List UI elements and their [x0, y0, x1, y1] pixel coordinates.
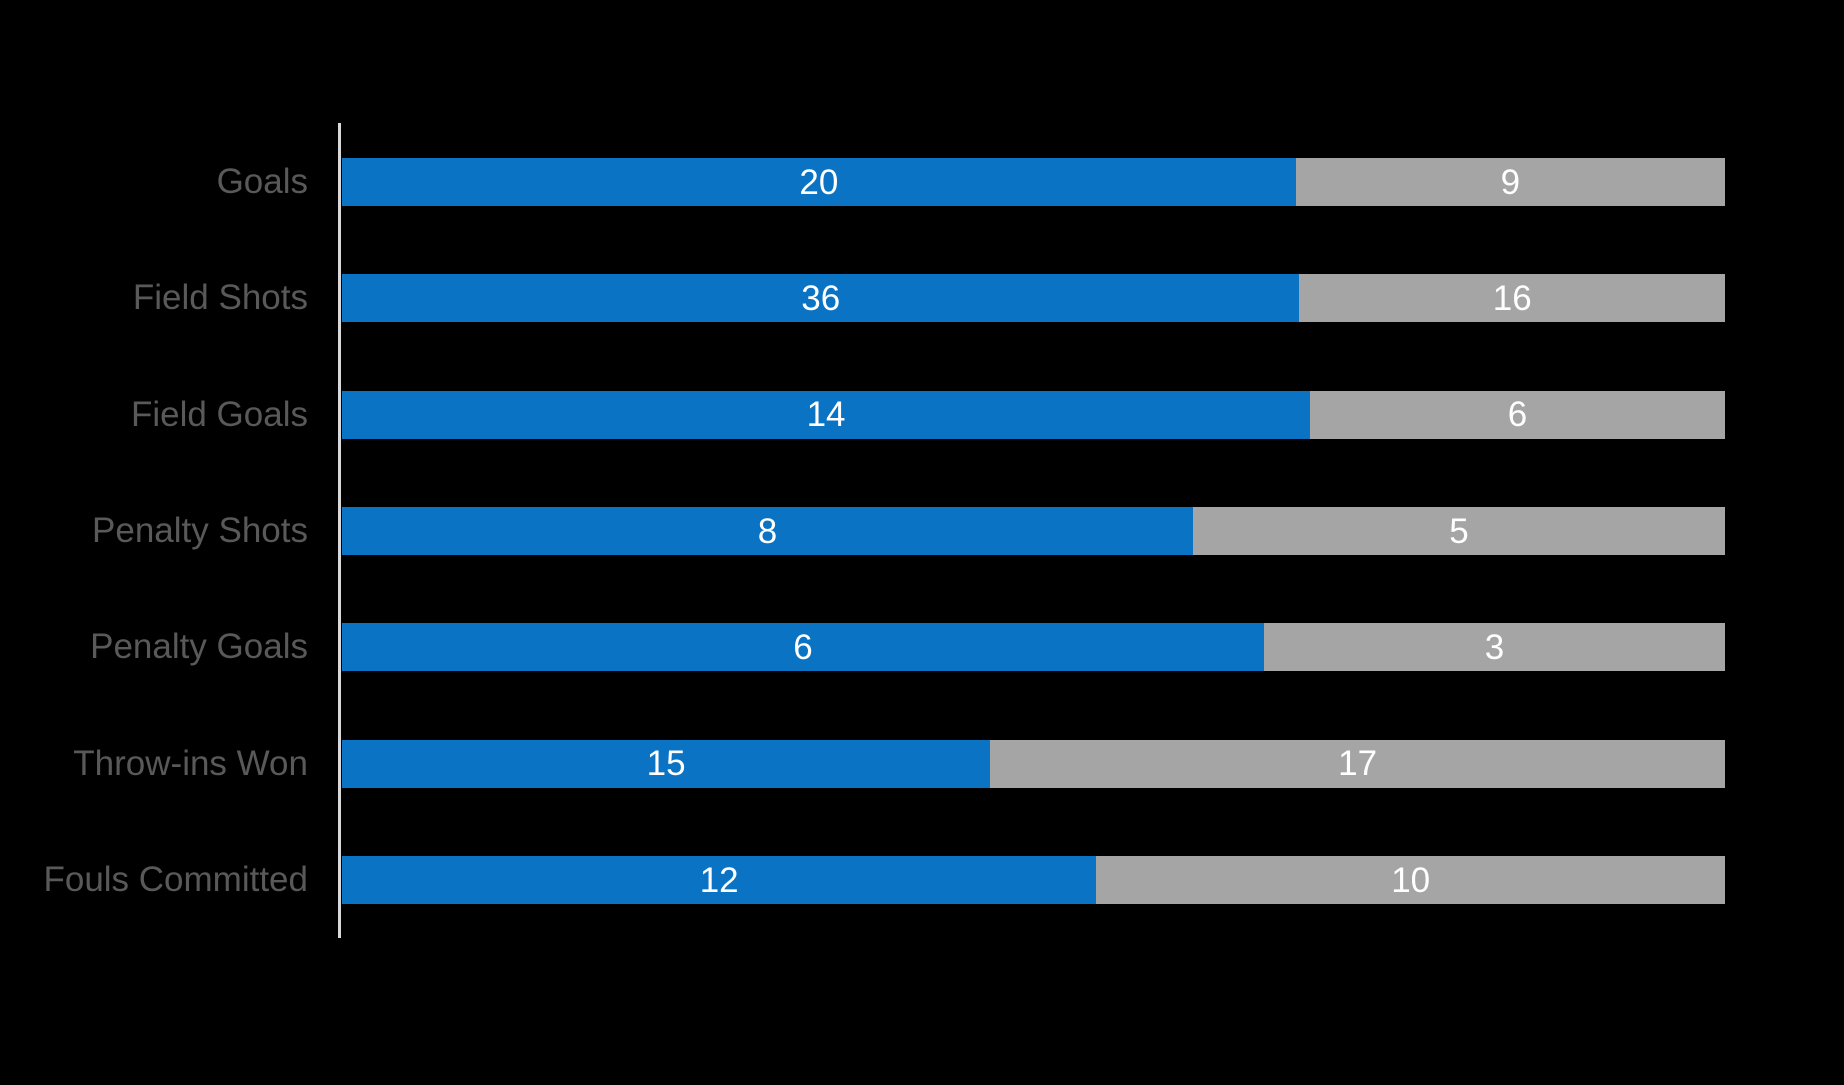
bar-value-label: 15	[646, 744, 686, 784]
bar-value-label: 5	[1449, 511, 1469, 551]
bar-segment-blue: 36	[342, 274, 1300, 323]
bar-value-label: 17	[1338, 744, 1378, 784]
bar-segment-blue: 14	[342, 390, 1311, 439]
bar-value-label: 6	[793, 627, 813, 667]
category-label: Field Shots	[132, 278, 308, 318]
bar-value-label: 3	[1484, 627, 1505, 667]
category-labels: Goals Field Shots Field Goals Penalty Shots…	[0, 123, 308, 938]
bar-segment-gray: 9	[1295, 158, 1725, 206]
bar-segment-gray: 3	[1264, 623, 1725, 672]
category-label: Penalty Goals	[90, 627, 308, 667]
bar-segment-blue: 12	[342, 856, 1097, 905]
bar-value-label: 36	[801, 278, 841, 318]
category-label: Penalty Shots	[92, 511, 308, 551]
bar-segment-gray: 17	[990, 739, 1725, 788]
chart-rows: 20 9 36 16 14 6 8 5 6 3 15 17 12 10	[342, 123, 1725, 938]
category-label: Throw-ins Won	[73, 743, 308, 783]
bar-segment-gray: 6	[1310, 390, 1725, 439]
y-axis-line	[338, 123, 341, 938]
category-label: Fouls Committed	[43, 860, 308, 900]
bar-value-label: 6	[1507, 395, 1528, 435]
bar-row: 12 10	[342, 856, 1725, 905]
bar-row: 20 9	[342, 158, 1725, 206]
bar-segment-gray: 5	[1193, 507, 1725, 556]
bar-segment-blue: 20	[342, 158, 1296, 206]
bar-value-label: 8	[757, 511, 778, 551]
bar-value-label: 10	[1391, 860, 1431, 900]
legend-swatch-gray	[863, 1015, 881, 1033]
bar-row: 36 16	[342, 274, 1725, 323]
bar-value-label: 14	[806, 395, 846, 435]
bar-segment-gray: 16	[1299, 274, 1725, 323]
bar-value-label: 16	[1492, 278, 1532, 318]
legend-swatch-blue	[576, 1015, 594, 1033]
category-label: Goals	[216, 162, 308, 201]
bar-value-label: 12	[699, 860, 739, 900]
bar-row: 14 6	[342, 390, 1725, 439]
category-label: Field Goals	[130, 394, 308, 434]
bar-segment-blue: 8	[342, 507, 1194, 556]
bar-value-label: 20	[799, 162, 839, 202]
bar-segment-blue: 15	[342, 739, 991, 788]
bar-segment-gray: 10	[1096, 856, 1725, 905]
bar-segment-blue: 6	[342, 623, 1264, 672]
bar-row: 15 17	[342, 739, 1725, 788]
bar-value-label: 9	[1500, 162, 1521, 202]
